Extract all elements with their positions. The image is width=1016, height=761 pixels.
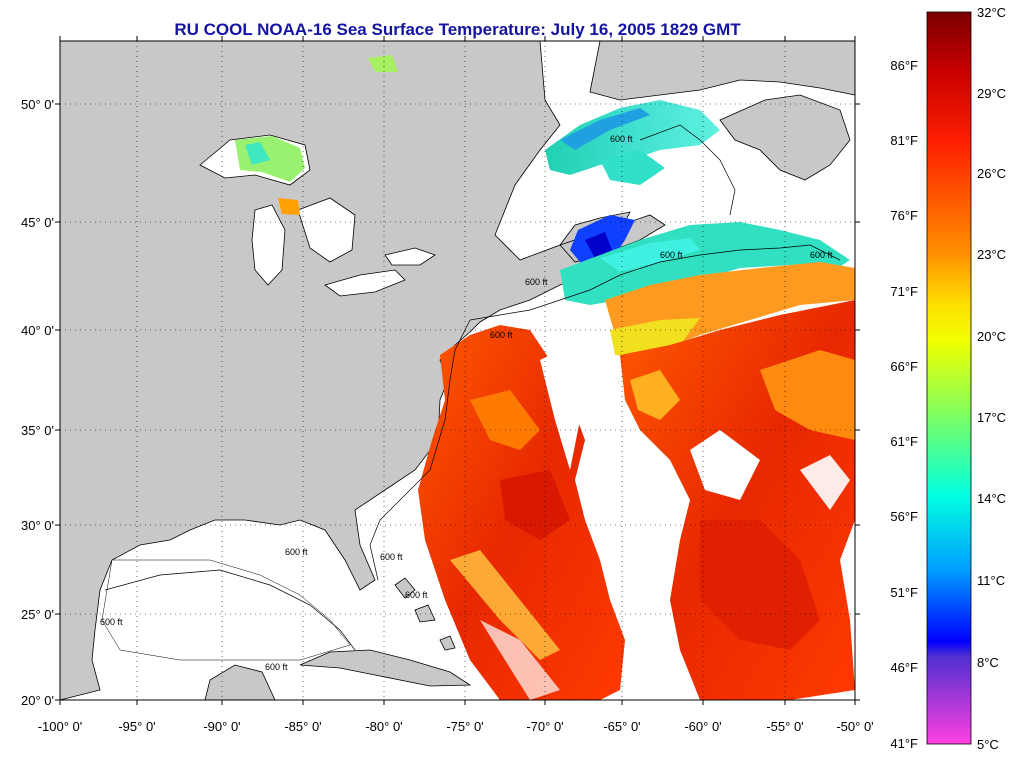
isobath-label: 600 ft xyxy=(380,552,403,562)
latitude-label: 40° 0' xyxy=(21,323,54,338)
gulf-shelf xyxy=(101,559,351,661)
longitude-label: -75° 0' xyxy=(446,719,483,734)
latitude-label: 25° 0' xyxy=(21,607,54,622)
colorbar-celsius-label: 17°C xyxy=(977,410,1006,425)
latitude-label: 20° 0' xyxy=(21,693,54,708)
colorbar-fahrenheit-label: 61°F xyxy=(890,434,918,449)
isobath-label: 600 ft xyxy=(405,590,428,600)
colorbar-labels: 32°C 29°C 26°C 23°C 20°C 17°C 14°C 11°C 8°C 5°C 86… xyxy=(890,5,1006,752)
colorbar-celsius-label: 14°C xyxy=(977,491,1006,506)
isobath-label: 600 ft xyxy=(285,547,308,557)
latitude-label: 35° 0' xyxy=(21,423,54,438)
isobath-label: 600 ft xyxy=(610,134,633,144)
colorbar-fahrenheit-label: 46°F xyxy=(890,660,918,675)
colorbar-celsius-label: 32°C xyxy=(977,5,1006,20)
map-title: RU COOL NOAA-16 Sea Surface Temperature:… xyxy=(174,20,741,39)
longitude-label: -80° 0' xyxy=(365,719,402,734)
colorbar-fahrenheit-label: 66°F xyxy=(890,359,918,374)
longitude-label: -70° 0' xyxy=(526,719,563,734)
latitude-label: 45° 0' xyxy=(21,215,54,230)
isobath-label: 600 ft xyxy=(810,250,833,260)
colorbar-celsius-label: 29°C xyxy=(977,86,1006,101)
longitude-label: -60° 0' xyxy=(684,719,721,734)
isobath-labels: 600 ft 600 ft 600 ft 600 ft 600 ft 600 f… xyxy=(100,134,833,672)
longitude-label: -100° 0' xyxy=(38,719,83,734)
isobath-label: 600 ft xyxy=(660,250,683,260)
longitude-label: -85° 0' xyxy=(284,719,321,734)
graticule: 50° 0' 45° 0' 40° 0' 35° 0' 30° 0' 25° 0' 20° … xyxy=(21,36,874,734)
isobath-label: 600 ft xyxy=(100,617,123,627)
colorbar-celsius-label: 26°C xyxy=(977,166,1006,181)
colorbar-fahrenheit-label: 41°F xyxy=(890,736,918,751)
latitude-label: 50° 0' xyxy=(21,97,54,112)
isobath-label: 600 ft xyxy=(490,330,513,340)
colorbar-celsius-label: 20°C xyxy=(977,329,1006,344)
map-frame xyxy=(59,40,856,701)
isobath-label: 600 ft xyxy=(525,277,548,287)
longitude-label: -65° 0' xyxy=(603,719,640,734)
isobath-600ft xyxy=(104,124,841,651)
colorbar-fahrenheit-label: 86°F xyxy=(890,58,918,73)
longitude-label: -95° 0' xyxy=(118,719,155,734)
colorbar-celsius-label: 8°C xyxy=(977,655,999,670)
sst-data xyxy=(235,55,855,700)
longitude-label: -55° 0' xyxy=(766,719,803,734)
colorbar-celsius-label: 5°C xyxy=(977,737,999,752)
latitude-label: 30° 0' xyxy=(21,518,54,533)
colorbar-fahrenheit-label: 81°F xyxy=(890,133,918,148)
colorbar-celsius-label: 11°C xyxy=(977,573,1005,588)
longitude-label: -90° 0' xyxy=(203,719,240,734)
colorbar-fahrenheit-label: 71°F xyxy=(890,284,918,299)
longitude-label: -50° 0' xyxy=(836,719,873,734)
colorbar-fahrenheit-label: 76°F xyxy=(890,208,918,223)
colorbar-fahrenheit-label: 51°F xyxy=(890,585,918,600)
colorbar-fahrenheit-label: 56°F xyxy=(890,509,918,524)
colorbar xyxy=(926,11,972,745)
colorbar-celsius-label: 23°C xyxy=(977,247,1006,262)
isobath-label: 600 ft xyxy=(265,662,288,672)
